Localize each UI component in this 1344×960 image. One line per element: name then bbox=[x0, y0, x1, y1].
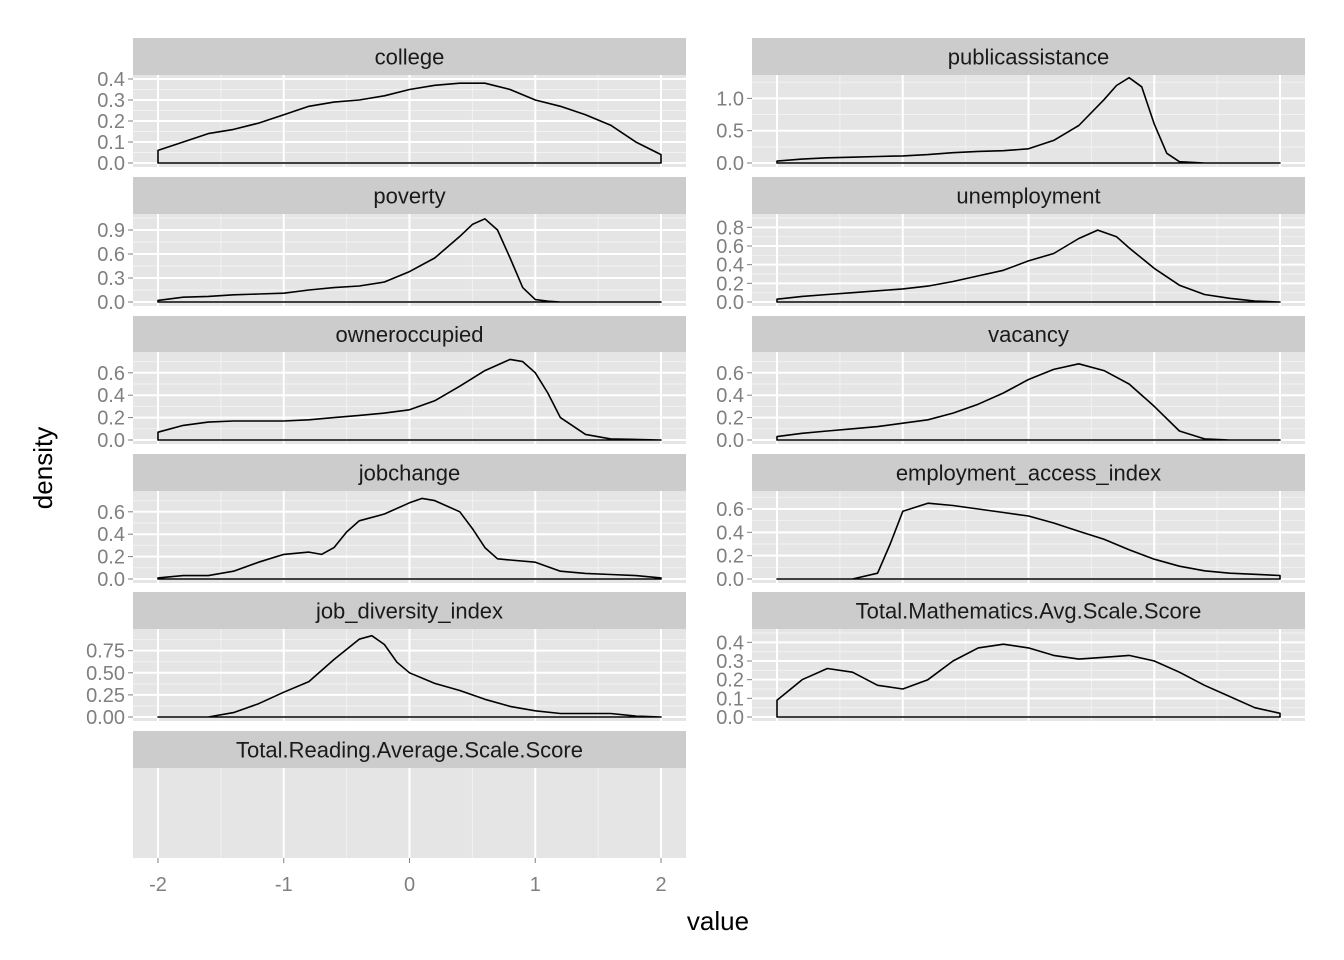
y-tick-label: 0.4 bbox=[97, 69, 125, 91]
facet-strip bbox=[133, 592, 686, 629]
facet-strip bbox=[752, 316, 1305, 352]
facet-strip bbox=[752, 177, 1305, 214]
y-tick-label: 0.0 bbox=[716, 707, 744, 729]
y-tick-label: 0.0 bbox=[716, 430, 744, 452]
x-axis-title: value bbox=[687, 906, 749, 936]
y-tick-label: 0.0 bbox=[716, 292, 744, 314]
density-curve bbox=[157, 218, 662, 303]
density-curve bbox=[157, 358, 662, 441]
y-tick-label: 0.2 bbox=[716, 546, 744, 568]
facet-strip-label: publicassistance bbox=[948, 45, 1109, 70]
facet-strip-label: job_diversity_index bbox=[315, 599, 503, 624]
y-tick-label: 0.00 bbox=[86, 707, 125, 729]
y-tick-label: 0.9 bbox=[97, 220, 125, 242]
y-tick-label: 0.2 bbox=[716, 273, 744, 295]
density-curve bbox=[776, 76, 1281, 164]
x-tick-label: 2 bbox=[655, 874, 666, 896]
y-tick-label: 0.50 bbox=[86, 663, 125, 685]
y-tick-label: 0.2 bbox=[97, 547, 125, 569]
facet-panel: employment_access_index 0.00.20.40.6 bbox=[716, 454, 1305, 591]
y-tick-label: 0.1 bbox=[716, 688, 744, 710]
y-tick-label: 0.0 bbox=[97, 569, 125, 591]
density-curve bbox=[776, 643, 1281, 718]
y-tick-label: 0.2 bbox=[716, 670, 744, 692]
facet-strip bbox=[752, 592, 1305, 629]
y-tick-label: 0.0 bbox=[97, 292, 125, 314]
facet-strip bbox=[133, 177, 686, 214]
y-tick-label: 0.4 bbox=[716, 632, 744, 654]
density-curve bbox=[157, 634, 662, 718]
x-tick-label: -1 bbox=[275, 874, 293, 896]
facet-strip-label: employment_access_index bbox=[896, 461, 1161, 486]
facet-strip-label: college bbox=[375, 45, 445, 70]
y-tick-label: 0.3 bbox=[97, 268, 125, 290]
y-tick-label: 0.4 bbox=[716, 255, 744, 277]
y-tick-label: 0.0 bbox=[716, 569, 744, 591]
y-axis-title: density bbox=[28, 427, 58, 509]
y-tick-label: 0.3 bbox=[716, 651, 744, 673]
facet-panel: publicassistance 0.0 0.5 1.0 bbox=[716, 38, 1305, 175]
y-tick-label: 0.6 bbox=[716, 363, 744, 385]
facet-panel: Total.Reading.Average.Scale.Score bbox=[133, 731, 686, 858]
facet-strip-label: vacancy bbox=[988, 322, 1069, 347]
y-tick-label: 0.4 bbox=[716, 385, 744, 407]
y-tick-label: 0.2 bbox=[716, 408, 744, 430]
facet-panel: owneroccupied 0.00.20.40.6 bbox=[97, 316, 686, 452]
facet-strip-label: Total.Mathematics.Avg.Scale.Score bbox=[856, 599, 1202, 624]
y-tick-label: 0.6 bbox=[716, 499, 744, 521]
facet-panel: jobchange 0.00.20.40.6 bbox=[97, 454, 686, 591]
facet-strip-label: unemployment bbox=[956, 184, 1100, 209]
facet-strip bbox=[752, 38, 1305, 75]
facet-panel: college 0.00.10.20.30.4 bbox=[97, 38, 686, 175]
x-tick-label: 0 bbox=[404, 874, 415, 896]
y-tick-label: 0.6 bbox=[97, 244, 125, 266]
density-curve bbox=[157, 497, 662, 580]
facet-strip-label: poverty bbox=[373, 184, 445, 209]
y-tick-label: 0.6 bbox=[97, 363, 125, 385]
y-tick-label: 0.4 bbox=[716, 522, 744, 544]
facet-panel: vacancy 0.00.20.40.6 bbox=[716, 316, 1305, 452]
y-tick-label: 0.6 bbox=[716, 236, 744, 258]
y-tick-label: 0.8 bbox=[716, 217, 744, 239]
y-tick-label: 0.75 bbox=[86, 641, 125, 663]
y-tick-label: 0.1 bbox=[97, 132, 125, 154]
y-tick-label: 1.0 bbox=[716, 88, 744, 110]
y-tick-label: 0.2 bbox=[97, 111, 125, 133]
facet-strip bbox=[133, 316, 686, 352]
density-curve bbox=[157, 82, 662, 164]
facet-panel: job_diversity_index 0.000.250.500.75 bbox=[86, 592, 686, 729]
facet-strip bbox=[133, 454, 686, 491]
x-tick-label: 1 bbox=[530, 874, 541, 896]
y-tick-label: 0.4 bbox=[97, 385, 125, 407]
facet-strip bbox=[133, 731, 686, 768]
y-tick-label: 0.0 bbox=[716, 153, 744, 175]
density-curve bbox=[776, 229, 1281, 303]
x-tick-label: -2 bbox=[149, 874, 167, 896]
y-tick-label: 0.2 bbox=[97, 408, 125, 430]
y-tick-label: 0.0 bbox=[97, 153, 125, 175]
y-tick-label: 0.6 bbox=[97, 502, 125, 524]
facet-strip-label: owneroccupied bbox=[336, 322, 484, 347]
y-tick-label: 0.0 bbox=[97, 430, 125, 452]
facet-strip-label: Total.Reading.Average.Scale.Score bbox=[236, 738, 583, 763]
facet-panel: Total.Mathematics.Avg.Scale.Score0.00.10… bbox=[716, 592, 1305, 729]
facet-strip-label: jobchange bbox=[358, 461, 461, 486]
density-curve bbox=[776, 363, 1281, 441]
facet-panel: poverty 0.00.30.60.9 bbox=[97, 177, 686, 314]
y-tick-label: 0.5 bbox=[716, 121, 744, 143]
density-curve bbox=[776, 502, 1281, 580]
panels-layer: college0.00.10.20.30.4publicassistance0.… bbox=[86, 38, 1305, 896]
facet-strip bbox=[133, 38, 686, 75]
y-tick-label: 0.4 bbox=[97, 524, 125, 546]
facet-panel: unemployment 0.00.20.40.60.8 bbox=[716, 177, 1305, 314]
y-tick-label: 0.25 bbox=[86, 685, 125, 707]
y-tick-label: 0.3 bbox=[97, 90, 125, 112]
facet-strip bbox=[752, 454, 1305, 491]
